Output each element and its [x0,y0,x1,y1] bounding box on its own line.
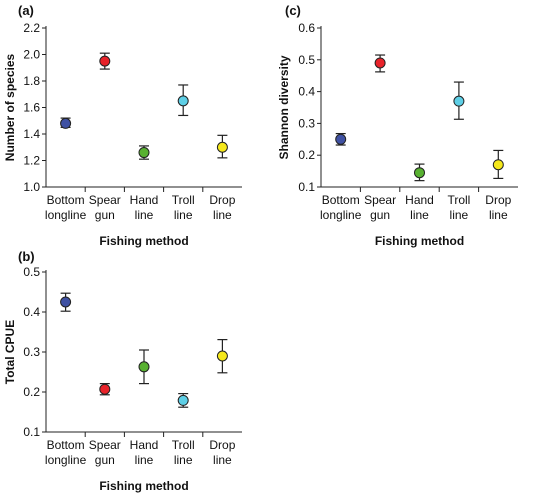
data-point [60,296,72,308]
y-tick-label: 0.2 [23,385,40,399]
y-tick-label: 0.3 [298,116,315,130]
data-point [138,361,150,373]
x-tick-label: Troll [172,193,195,207]
y-tick-label: 0.4 [23,305,40,319]
y-tick-label: 1.0 [23,180,40,194]
data-point [99,383,111,395]
y-tick-label: 2.2 [23,21,40,35]
x-tick-label: longline [45,208,87,222]
y-tick-label: 0.1 [298,180,315,194]
x-tick-label: longline [320,208,362,222]
y-axis-title: Total CPUE [3,320,17,384]
y-tick-label: 2.0 [23,48,40,62]
x-tick-label: Spear [89,193,121,207]
x-tick-label: line [135,453,154,467]
x-axis-title: Fishing method [99,234,188,248]
x-tick-label: gun [95,208,115,222]
x-tick-label: gun [370,208,390,222]
y-tick-label: 0.6 [298,21,315,35]
y-tick-label: 1.4 [23,127,40,141]
chart-panel-a: (a) 1.0 1.2 1.4 1.6 1.8 2.0 2.2 Number of specie… [3,3,242,248]
data-point [216,141,228,153]
x-tick-label: line [213,453,232,467]
x-tick-label: Spear [89,438,121,452]
y-tick-label: 0.5 [23,265,40,279]
data-point [60,117,72,129]
x-tick-label: Bottom [47,438,85,452]
y-tick-label: 0.2 [298,148,315,162]
x-tick-label: Drop [209,438,235,452]
x-tick-label: line [489,208,508,222]
data-point [138,147,150,159]
y-tick-label: 0.4 [298,85,315,99]
x-tick-label: line [174,208,193,222]
x-tick-label: line [410,208,429,222]
panel-label: (c) [285,3,301,18]
y-tick-label: 0.1 [23,425,40,439]
x-tick-label: Hand [405,193,434,207]
x-tick-label: line [213,208,232,222]
chart-panel-c: (c) 0.1 0.2 0.3 0.4 0.5 0.6 Shannon diversity Bo… [277,3,518,248]
y-tick-label: 1.6 [23,101,40,115]
data-point [177,394,189,406]
data-point [99,55,111,67]
panel-label: (b) [18,249,35,264]
data-point [335,133,347,145]
x-tick-label: line [135,208,154,222]
data-point [177,95,189,107]
x-tick-label: longline [45,453,87,467]
x-tick-label: Bottom [47,193,85,207]
x-tick-label: line [174,453,193,467]
y-tick-label: 0.5 [298,53,315,67]
x-axis-title: Fishing method [375,234,464,248]
x-tick-label: Troll [172,438,195,452]
x-tick-label: Drop [209,193,235,207]
x-tick-label: Hand [130,193,159,207]
panel-label: (a) [18,3,34,18]
x-tick-label: gun [95,453,115,467]
x-axis-title: Fishing method [99,479,188,493]
x-tick-label: Spear [364,193,396,207]
x-tick-label: line [450,208,469,222]
chart-panel-b: (b) 0.1 0.2 0.3 0.4 0.5 Total CPUE Bottomlongli… [3,249,242,493]
x-tick-label: Bottom [322,193,360,207]
y-axis-title: Number of species [3,53,17,161]
data-point [492,159,504,171]
x-tick-label: Hand [130,438,159,452]
data-point [374,57,386,69]
y-tick-label: 1.2 [23,154,40,168]
data-point [414,167,425,179]
data-point [453,95,465,107]
data-point [216,350,228,362]
y-tick-label: 1.8 [23,74,40,88]
x-tick-label: Drop [485,193,511,207]
y-tick-label: 0.3 [23,345,40,359]
x-tick-label: Troll [447,193,470,207]
y-axis-title: Shannon diversity [277,55,291,159]
